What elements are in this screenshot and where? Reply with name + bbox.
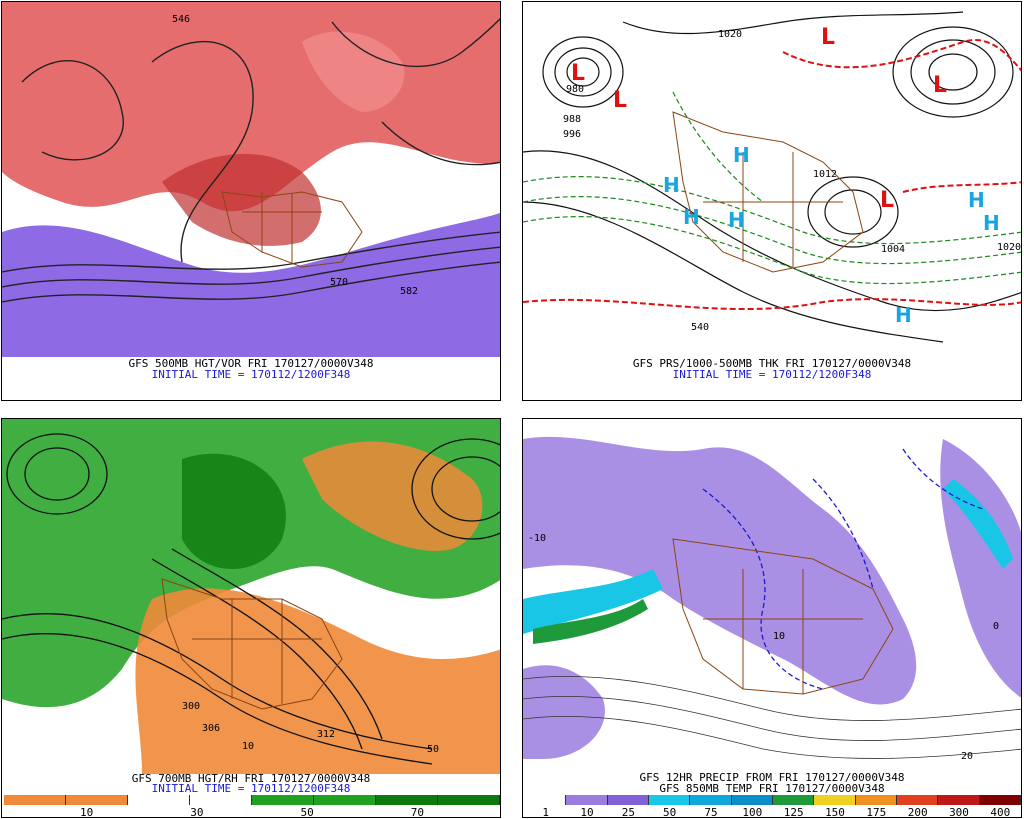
precip-color-legend — [525, 795, 1021, 805]
map-pressure-thickness: L L L L L H H H H H H H 1020 1012 1004 9… — [523, 2, 1021, 357]
contour-label-1012: 1012 — [813, 169, 837, 180]
legend-swatch — [4, 795, 66, 805]
map-precip: -10 10 20 0 — [523, 419, 1021, 774]
contour-label-300: 300 — [182, 701, 200, 712]
legend-tick-label: 75 — [704, 806, 718, 818]
legend-tick-label: 125 — [783, 806, 804, 818]
legend-tick-label: 25 — [621, 806, 635, 818]
legend-swatch — [648, 795, 691, 805]
high-pressure-symbol: H — [663, 173, 680, 197]
low-pressure-symbol: L — [821, 25, 835, 50]
legend-swatch — [731, 795, 773, 805]
high-pressure-symbol: H — [728, 208, 745, 232]
contour-label-988: 988 — [563, 114, 581, 125]
low-pressure-symbol: L — [880, 188, 894, 213]
legend-tick-label: 300 — [949, 806, 969, 818]
contour-label-10: 10 — [242, 741, 254, 752]
low-pressure-symbol: L — [933, 73, 947, 98]
high-pressure-symbol: H — [968, 188, 985, 212]
legend-swatch — [938, 795, 980, 805]
legend-tick-label: 1 — [542, 806, 549, 818]
contour-label-306: 306 — [202, 723, 220, 734]
legend-swatch — [190, 795, 252, 805]
contour-label-10: 10 — [773, 631, 785, 642]
legend-tick-label: 200 — [907, 806, 928, 818]
high-pressure-symbol: H — [895, 303, 912, 327]
legend-swatch — [690, 795, 732, 805]
legend-tick-label: 50 — [663, 806, 677, 818]
map-700mb: 306 300 312 10 50 — [2, 419, 500, 774]
legend-tick-label: 100 — [742, 806, 763, 818]
contour-label-20: 20 — [961, 751, 973, 762]
high-pressure-symbol: H — [983, 211, 1000, 235]
panel-caption-subtitle: GFS 850MB TEMP FRI 170127/0000V348 — [659, 782, 885, 795]
low-pressure-symbol: L — [613, 88, 627, 113]
contour-label-540: 540 — [691, 322, 709, 333]
legend-tick-label: 150 — [825, 806, 845, 818]
rh-color-legend — [4, 795, 500, 805]
legend-swatch — [66, 795, 128, 805]
legend-swatch — [566, 795, 608, 805]
panel-caption-title: GFS 500MB HGT/VOR FRI 170127/0000V348 — [128, 357, 374, 370]
legend-tick-label: 70 — [410, 806, 424, 818]
legend-swatch — [979, 795, 1021, 805]
legend-tick-label: 10 — [580, 806, 594, 818]
contour-label-minus10: -10 — [528, 533, 546, 544]
legend-swatch — [855, 795, 897, 805]
legend-tick-label: 50 — [300, 806, 314, 818]
panel-pressure-thickness: L L L L L H H H H H H H 1020 1012 1004 9… — [522, 1, 1022, 401]
panel-caption-initial-time: INITIAL TIME = 170112/1200F348 — [151, 368, 351, 381]
high-pressure-symbol: H — [683, 205, 700, 229]
panel-caption-initial-time: INITIAL TIME = 170112/1200F348 — [151, 782, 351, 795]
legend-tick-label: 10 — [80, 806, 94, 818]
high-pressure-symbol: H — [733, 143, 750, 167]
panel-500mb-hgt-vor: 582 570 546 GFS 500MB HGT/VOR FRI 170127… — [1, 1, 501, 401]
contour-label-1020: 1020 — [718, 29, 742, 40]
legend-tick-label: 400 — [990, 806, 1011, 818]
legend-swatch — [814, 795, 856, 805]
legend-swatch — [896, 795, 939, 805]
low-pressure-symbol: L — [571, 61, 585, 86]
contour-label-980: 980 — [566, 84, 584, 95]
map-500mb: 582 570 546 — [2, 2, 500, 357]
contour-label-570: 570 — [330, 277, 348, 288]
contour-label-1004: 1004 — [881, 244, 905, 255]
contour-label-996: 996 — [563, 129, 581, 140]
panel-700mb-hgt-rh: 306 300 312 10 50 GFS 700MB HGT/RH FRI 1… — [1, 418, 501, 818]
legend-swatch — [252, 795, 314, 805]
legend-swatch — [772, 795, 815, 805]
panel-precip-850mb-temp: -10 10 20 0 GFS 12HR PRECIP FROM FRI 170… — [522, 418, 1022, 818]
legend-tick-label: 30 — [190, 806, 204, 818]
panel-caption-initial-time: INITIAL TIME = 170112/1200F348 — [672, 368, 872, 381]
contour-label-312: 312 — [317, 729, 335, 740]
contour-label-0: 0 — [993, 621, 999, 632]
legend-swatch — [607, 795, 649, 805]
legend-swatch — [376, 795, 438, 805]
contour-label-546: 546 — [172, 14, 190, 25]
legend-swatch — [438, 795, 500, 805]
legend-swatch — [314, 795, 376, 805]
panel-caption-title: GFS PRS/1000-500MB THK FRI 170127/0000V3… — [632, 357, 912, 370]
contour-label-582: 582 — [400, 286, 418, 297]
panel-caption-title: GFS 12HR PRECIP FROM FRI 170127/0000V348 — [639, 771, 905, 784]
panel-caption-title: GFS 700MB HGT/RH FRI 170127/0000V348 — [131, 772, 371, 785]
legend-swatch — [128, 795, 190, 805]
legend-tick-label: 175 — [866, 806, 887, 818]
contour-label-1020-east: 1020 — [997, 242, 1021, 253]
legend-swatch — [525, 795, 567, 805]
contour-label-50: 50 — [427, 744, 439, 755]
